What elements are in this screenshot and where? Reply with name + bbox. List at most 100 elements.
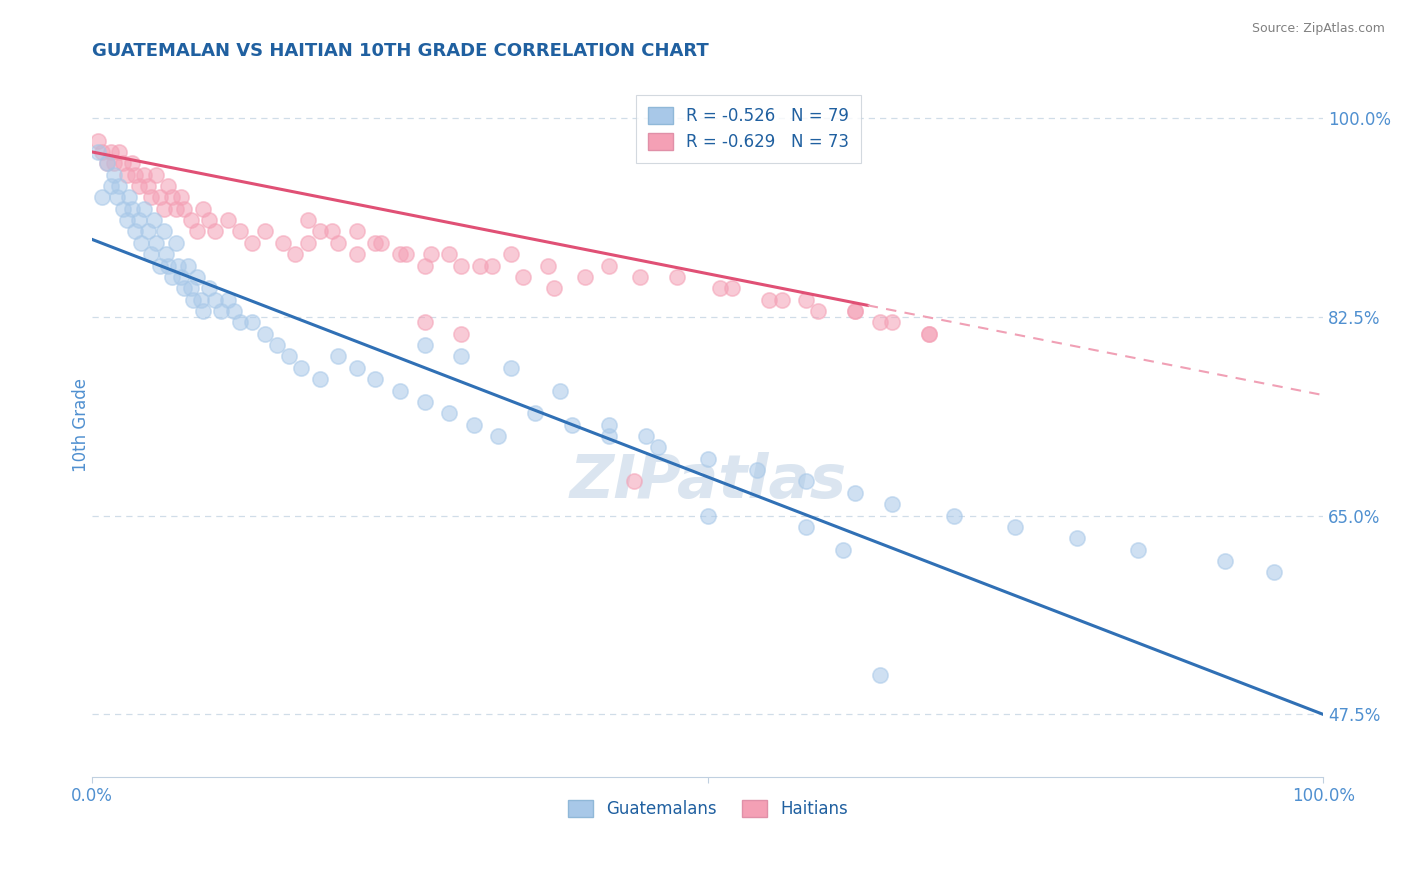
Point <box>882 315 904 329</box>
Point <box>96 156 118 170</box>
Point <box>548 384 571 398</box>
Point <box>543 281 565 295</box>
Point <box>346 225 368 239</box>
Point <box>512 269 534 284</box>
Point <box>481 259 503 273</box>
Point <box>942 508 965 523</box>
Point <box>141 190 163 204</box>
Point <box>217 293 239 307</box>
Point <box>1263 566 1285 580</box>
Point <box>395 247 418 261</box>
Point <box>388 384 411 398</box>
Y-axis label: 10th Grade: 10th Grade <box>72 377 90 472</box>
Point <box>111 156 134 170</box>
Point <box>165 235 187 250</box>
Point <box>121 156 143 170</box>
Point <box>253 326 276 341</box>
Point <box>437 247 460 261</box>
Point <box>647 441 669 455</box>
Point <box>229 315 252 329</box>
Point <box>131 235 153 250</box>
Point <box>91 145 114 159</box>
Point <box>413 259 436 273</box>
Text: GUATEMALAN VS HAITIAN 10TH GRADE CORRELATION CHART: GUATEMALAN VS HAITIAN 10TH GRADE CORRELA… <box>93 42 709 60</box>
Point <box>413 315 436 329</box>
Point <box>100 179 122 194</box>
Point <box>170 190 193 204</box>
Point <box>103 156 125 170</box>
Point <box>128 179 150 194</box>
Point <box>124 225 146 239</box>
Point <box>832 542 855 557</box>
Point <box>882 497 904 511</box>
Point <box>157 259 180 273</box>
Point <box>468 259 491 273</box>
Point <box>222 304 245 318</box>
Point <box>142 213 165 227</box>
Point <box>121 202 143 216</box>
Point <box>321 225 343 239</box>
Point <box>628 269 651 284</box>
Point <box>1128 542 1150 557</box>
Point <box>240 235 263 250</box>
Point <box>696 451 718 466</box>
Point <box>191 304 214 318</box>
Point <box>807 304 830 318</box>
Point <box>229 225 252 239</box>
Point <box>1004 520 1026 534</box>
Point <box>165 202 187 216</box>
Point <box>124 168 146 182</box>
Point <box>388 247 411 261</box>
Point <box>284 247 307 261</box>
Point <box>149 259 172 273</box>
Point <box>198 281 221 295</box>
Point <box>536 259 558 273</box>
Point <box>157 179 180 194</box>
Point <box>598 259 620 273</box>
Point <box>1066 531 1088 545</box>
Point <box>132 202 155 216</box>
Point <box>574 269 596 284</box>
Point <box>141 247 163 261</box>
Point <box>770 293 793 307</box>
Point <box>240 315 263 329</box>
Point <box>450 326 472 341</box>
Point <box>636 429 658 443</box>
Point <box>108 145 131 159</box>
Point <box>181 293 204 307</box>
Point <box>598 429 620 443</box>
Point <box>869 667 891 681</box>
Point <box>105 190 128 204</box>
Point <box>191 202 214 216</box>
Point <box>794 475 817 489</box>
Legend: Guatemalans, Haitians: Guatemalans, Haitians <box>561 793 855 825</box>
Point <box>115 168 138 182</box>
Point <box>463 417 485 432</box>
Point <box>524 406 547 420</box>
Point <box>180 213 202 227</box>
Point <box>253 225 276 239</box>
Point <box>844 485 866 500</box>
Point <box>173 281 195 295</box>
Point <box>450 259 472 273</box>
Point <box>364 235 387 250</box>
Text: Source: ZipAtlas.com: Source: ZipAtlas.com <box>1251 22 1385 36</box>
Point <box>128 213 150 227</box>
Point <box>91 190 114 204</box>
Point <box>328 350 350 364</box>
Point <box>794 520 817 534</box>
Point <box>413 395 436 409</box>
Point <box>167 259 190 273</box>
Point <box>170 269 193 284</box>
Point <box>190 293 212 307</box>
Point <box>486 429 509 443</box>
Point <box>450 350 472 364</box>
Point <box>198 213 221 227</box>
Point <box>918 326 941 341</box>
Point <box>499 360 522 375</box>
Point <box>499 247 522 261</box>
Point <box>437 406 460 420</box>
Point <box>696 508 718 523</box>
Point <box>271 235 294 250</box>
Point <box>297 235 319 250</box>
